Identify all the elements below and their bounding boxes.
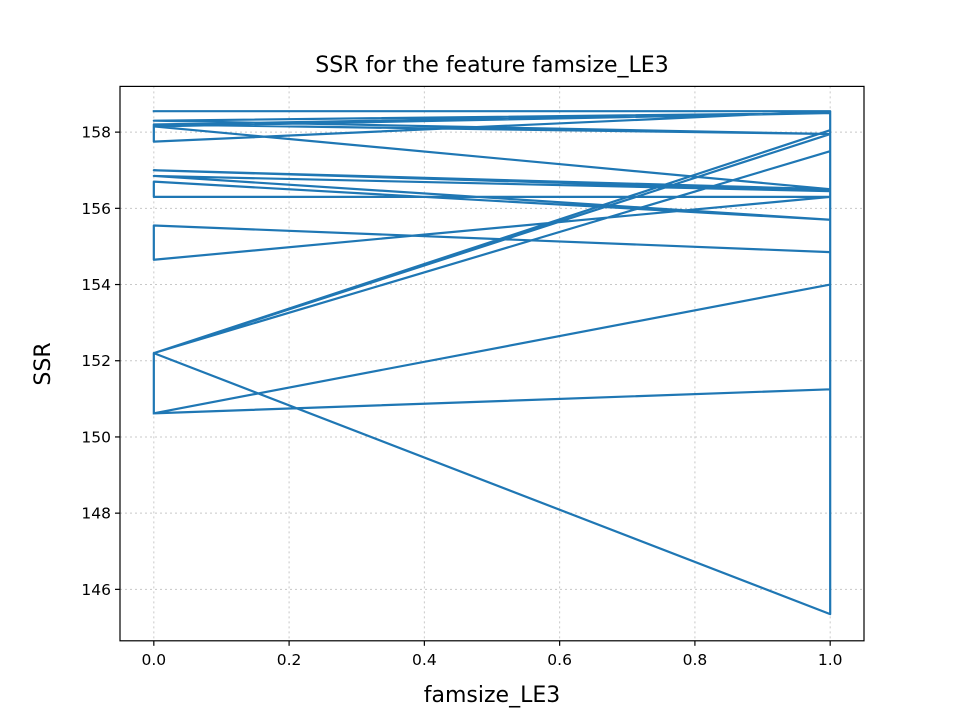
- x-tick-label: 0.6: [547, 651, 572, 669]
- y-tick-label: 154: [81, 276, 111, 294]
- plot-frame: [119, 85, 865, 642]
- chart-title: SSR for the feature famsize_LE3: [315, 53, 668, 78]
- y-tick-label: 156: [81, 200, 111, 218]
- y-tick-label: 148: [81, 505, 111, 523]
- y-tick-label: 146: [81, 581, 111, 599]
- y-tick-label: 152: [81, 352, 111, 370]
- x-axis: 0.0 0.2 0.4 0.6 0.8 1.0: [141, 640, 843, 669]
- grid: [120, 86, 864, 641]
- x-axis-label: famsize_LE3: [424, 683, 560, 708]
- x-tick-label: 0.2: [277, 651, 302, 669]
- y-tick-label: 158: [81, 124, 111, 142]
- y-axis-label: SSR: [31, 342, 56, 385]
- x-tick-label: 0.4: [412, 651, 437, 669]
- x-tick-label: 0.8: [683, 651, 708, 669]
- x-tick-label: 0.0: [141, 651, 166, 669]
- y-tick-label: 150: [81, 428, 111, 446]
- series-group: [152, 110, 832, 616]
- x-tick-label: 1.0: [818, 651, 843, 669]
- series-line: [152, 110, 832, 616]
- y-axis: 146 148 150 152 154 156 158: [81, 124, 120, 599]
